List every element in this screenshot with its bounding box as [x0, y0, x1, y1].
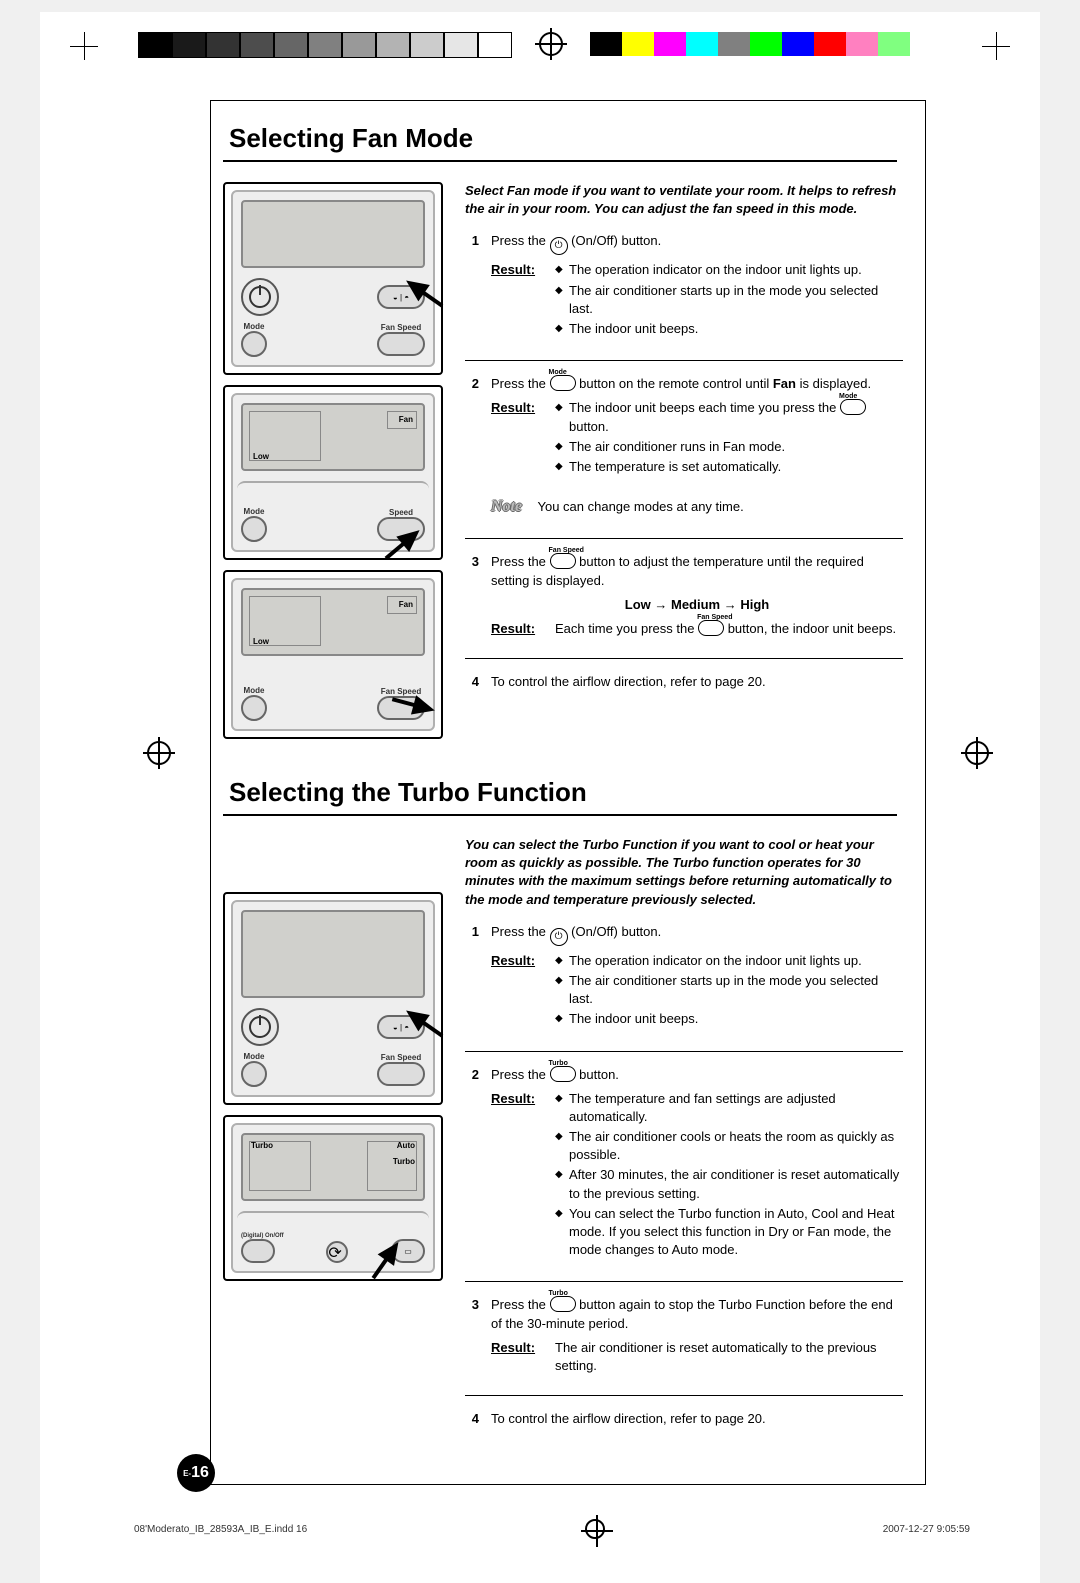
fanspeed-label: Fan Speed	[377, 323, 425, 332]
grayscale-bar	[138, 32, 512, 58]
speed-label: Speed	[377, 508, 425, 517]
fanspeed-button-icon	[698, 620, 724, 636]
print-footer: 08'Moderato_IB_28593A_IB_E.indd 16 2007-…	[134, 1519, 970, 1539]
page-number-badge: E- 16	[177, 1454, 215, 1492]
mode-label: Mode	[241, 1052, 267, 1061]
crop-mark-icon	[70, 32, 98, 60]
section-title: Selecting the Turbo Function	[223, 773, 897, 816]
lcd-fan-text: Fan	[399, 415, 413, 424]
mode-button-icon	[241, 516, 267, 542]
result-text: The air conditioner is reset automatical…	[555, 1339, 903, 1375]
digital-label: (Digital) On/Off	[241, 1233, 284, 1239]
result-label: Result:	[491, 1339, 539, 1375]
crop-mark-icon	[982, 32, 1010, 60]
step-2: 2 Press the button on the remote control…	[465, 375, 903, 518]
result-label: Result:	[491, 1090, 539, 1262]
fan-speed-sequence: Low → Medium → High	[491, 596, 903, 614]
result-bullets: The indoor unit beeps each time you pres…	[555, 399, 903, 478]
mode-label: Mode	[241, 507, 267, 516]
lcd-fan-text: Fan	[399, 600, 413, 609]
section2-intro: You can select the Turbo Function if you…	[465, 836, 903, 909]
step-3: 3 Press the button to adjust the tempera…	[465, 553, 903, 638]
turbo-step-3: 3 Press the button again to stop the Tur…	[465, 1296, 903, 1375]
footer-date: 2007-12-27 9:05:59	[883, 1524, 970, 1535]
step-4: 4 To control the airflow direction, refe…	[465, 673, 903, 691]
result-label: Result:	[491, 399, 539, 478]
result-label: Result:	[491, 261, 539, 340]
remote-panel-turbo-1: ◒ | ◓ Mode Fan Speed	[223, 892, 443, 1105]
mode-button-icon	[241, 331, 267, 357]
color-bar	[590, 32, 942, 56]
fanspeed-label: Fan Speed	[377, 687, 425, 696]
power-icon: ⏻	[550, 928, 568, 946]
fanspeed-button-icon	[377, 332, 425, 356]
result-bullets: The operation indicator on the indoor un…	[555, 261, 903, 340]
mode-button-icon	[840, 399, 866, 415]
remote-panel-turbo-2: Turbo Auto Turbo (Digital) On/Off	[223, 1115, 443, 1281]
section1-intro: Select Fan mode if you want to ventilate…	[465, 182, 903, 218]
result-bullets: The operation indicator on the indoor un…	[555, 952, 903, 1031]
manual-page: Selecting Fan Mode ◒ | ◓ Mode	[210, 100, 926, 1485]
print-marks-top	[70, 32, 1010, 60]
turbo-button-icon	[550, 1066, 576, 1082]
registration-target-icon	[539, 32, 563, 56]
small-button-icon: ⟳	[326, 1241, 348, 1263]
mode-label: Mode	[241, 322, 267, 331]
turbo-step-1: 1 Press the ⏻ (On/Off) button. Result: T…	[465, 923, 903, 1031]
fanspeed-label: Fan Speed	[377, 1053, 425, 1062]
remote-panel-2: Fan Low Mode Speed	[223, 385, 443, 560]
fanspeed-button-icon	[550, 553, 576, 569]
registration-target-icon	[965, 741, 989, 765]
footer-filename: 08'Moderato_IB_28593A_IB_E.indd 16	[134, 1524, 307, 1535]
registration-target-icon	[147, 741, 171, 765]
turbo-step-4: 4 To control the airflow direction, refe…	[465, 1410, 903, 1428]
power-icon: ⏻	[550, 237, 568, 255]
power-button-icon	[241, 278, 279, 316]
digital-button-icon	[241, 1239, 275, 1263]
registration-target-icon	[585, 1519, 605, 1539]
mode-button-icon	[550, 375, 576, 391]
section-title: Selecting Fan Mode	[223, 119, 897, 162]
note-label: Note	[491, 498, 522, 515]
mode-label: Mode	[241, 686, 267, 695]
result-bullets: The temperature and fan settings are adj…	[555, 1090, 903, 1262]
remote-panel-3: Fan Low Mode Fan Speed	[223, 570, 443, 739]
power-button-icon	[241, 1008, 279, 1046]
mode-button-icon	[241, 1061, 267, 1087]
fanspeed-button-icon	[377, 1062, 425, 1086]
remote-panel-1: ◒ | ◓ Mode Fan Speed	[223, 182, 443, 375]
result-label: Result:	[491, 952, 539, 1031]
step-1: 1 Press the ⏻ (On/Off) button. Result: T…	[465, 232, 903, 340]
note-text: You can change modes at any time.	[538, 499, 744, 514]
turbo-button-icon	[550, 1296, 576, 1312]
mode-button-icon	[241, 695, 267, 721]
result-label: Result:	[491, 620, 539, 638]
turbo-step-2: 2 Press the button. Result: The temperat…	[465, 1066, 903, 1262]
